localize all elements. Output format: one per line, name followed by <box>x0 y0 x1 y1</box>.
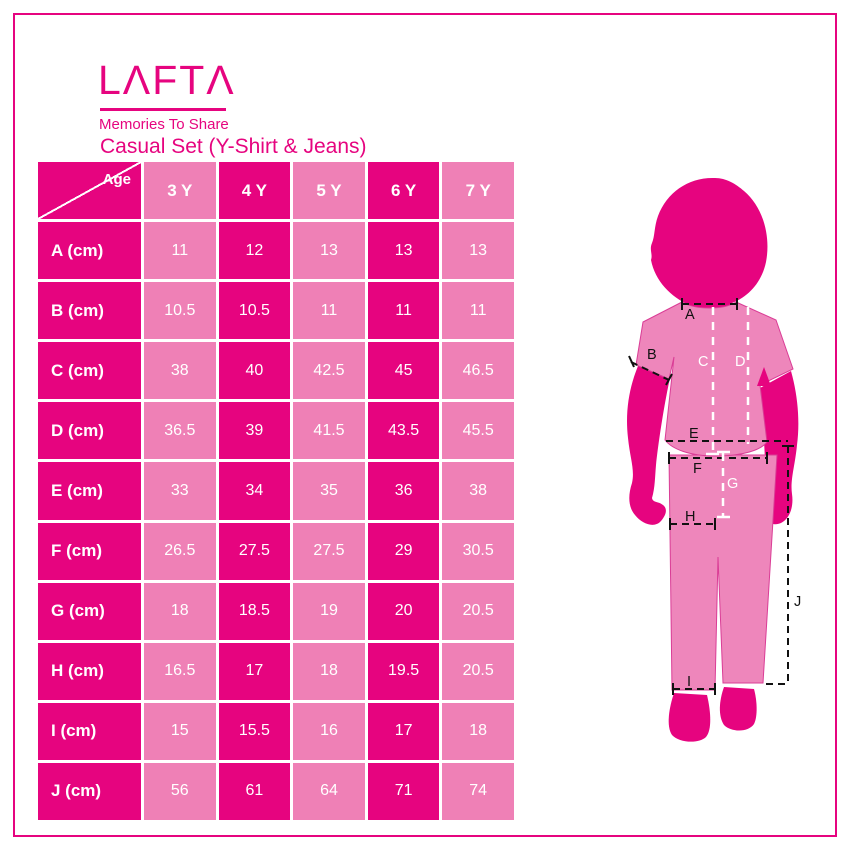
row-label-f: F (cm) <box>38 522 141 580</box>
figure-label-b: B <box>647 347 657 363</box>
figure-label-h: H <box>685 509 695 525</box>
size-value-cell: 11 <box>144 222 216 280</box>
size-value-cell: 29 <box>367 522 440 580</box>
page-title: Casual Set (Y-Shirt & Jeans) <box>100 135 367 158</box>
measure-tick-i <box>672 683 716 695</box>
size-value-cell: 64 <box>293 762 365 820</box>
size-value-cell: 39 <box>218 402 291 460</box>
column-header-6y: 6 Y <box>367 162 440 220</box>
row-label-a: A (cm) <box>38 222 141 280</box>
size-value-cell: 45 <box>367 342 440 400</box>
measure-tick-h <box>669 518 716 530</box>
size-value-cell: 38 <box>144 342 216 400</box>
size-value-cell: 27.5 <box>218 522 291 580</box>
size-value-cell: 10.5 <box>218 282 291 340</box>
row-label-i: I (cm) <box>38 702 141 760</box>
size-value-cell: 36.5 <box>144 402 216 460</box>
size-value-cell: 27.5 <box>293 522 365 580</box>
size-value-cell: 19.5 <box>367 642 440 700</box>
size-value-cell: 15 <box>144 702 216 760</box>
figure-label-f: F <box>693 461 702 477</box>
figure-label-d: D <box>735 354 745 370</box>
size-value-cell: 20 <box>367 582 440 640</box>
size-value-cell: 20.5 <box>442 642 514 700</box>
figure-label-e: E <box>689 426 699 442</box>
size-value-cell: 12 <box>218 222 291 280</box>
row-label-c: C (cm) <box>38 342 141 400</box>
age-corner-label: Age <box>102 171 131 188</box>
size-value-cell: 13 <box>442 222 514 280</box>
size-value-cell: 11 <box>442 282 514 340</box>
row-label-j: J (cm) <box>38 762 141 820</box>
size-value-cell: 17 <box>367 702 440 760</box>
size-value-cell: 16 <box>293 702 365 760</box>
measure-line-j <box>766 446 789 685</box>
size-value-cell: 16.5 <box>144 642 216 700</box>
size-value-cell: 45.5 <box>442 402 514 460</box>
size-value-cell: 13 <box>293 222 365 280</box>
measure-tick-a <box>681 298 738 310</box>
size-value-cell: 15.5 <box>218 702 291 760</box>
measurement-figure: A B C D E F G H I J <box>627 177 801 742</box>
row-label-g: G (cm) <box>38 582 141 640</box>
figure-label-i: I <box>687 674 691 690</box>
size-value-cell: 71 <box>367 762 440 820</box>
size-value-cell: 18 <box>293 642 365 700</box>
size-value-cell: 18 <box>442 702 514 760</box>
right-sleeve-notch <box>757 367 771 386</box>
size-value-cell: 20.5 <box>442 582 514 640</box>
figure-label-g: G <box>727 476 738 492</box>
size-value-cell: 36 <box>367 462 440 520</box>
figure-label-j: J <box>794 594 801 610</box>
column-header-5y: 5 Y <box>293 162 365 220</box>
child-right-foot <box>719 687 757 731</box>
size-value-cell: 11 <box>367 282 440 340</box>
column-header-4y: 4 Y <box>218 162 291 220</box>
child-left-arm <box>627 366 670 525</box>
column-header-7y: 7 Y <box>442 162 514 220</box>
size-value-cell: 43.5 <box>367 402 440 460</box>
brand-logo: LΛFTΛ <box>98 57 236 103</box>
row-label-b: B (cm) <box>38 282 141 340</box>
size-value-cell: 18.5 <box>218 582 291 640</box>
size-value-cell: 35 <box>293 462 365 520</box>
size-value-cell: 10.5 <box>144 282 216 340</box>
size-value-cell: 46.5 <box>442 342 514 400</box>
row-label-h: H (cm) <box>38 642 141 700</box>
figure-label-a: A <box>685 307 695 323</box>
size-value-cell: 34 <box>218 462 291 520</box>
row-label-e: E (cm) <box>38 462 141 520</box>
size-value-cell: 11 <box>293 282 365 340</box>
size-value-cell: 33 <box>144 462 216 520</box>
size-value-cell: 26.5 <box>144 522 216 580</box>
child-left-foot <box>668 693 711 742</box>
size-value-cell: 74 <box>442 762 514 820</box>
logo-underline <box>100 108 226 111</box>
size-value-cell: 19 <box>293 582 365 640</box>
size-value-cell: 56 <box>144 762 216 820</box>
child-head <box>650 177 768 310</box>
size-value-cell: 38 <box>442 462 514 520</box>
size-value-cell: 41.5 <box>293 402 365 460</box>
measure-tick-g <box>717 450 730 519</box>
size-value-cell: 18 <box>144 582 216 640</box>
size-value-cell: 17 <box>218 642 291 700</box>
row-label-d: D (cm) <box>38 402 141 460</box>
size-value-cell: 40 <box>218 342 291 400</box>
size-value-cell: 61 <box>218 762 291 820</box>
size-value-cell: 42.5 <box>293 342 365 400</box>
size-value-cell: 30.5 <box>442 522 514 580</box>
column-header-3y: 3 Y <box>144 162 216 220</box>
table-corner-cell: Age <box>38 162 141 220</box>
figure-label-c: C <box>698 354 708 370</box>
brand-tagline: Memories To Share <box>99 116 229 133</box>
size-value-cell: 13 <box>367 222 440 280</box>
measure-tick-f <box>668 452 768 464</box>
measure-tick-b <box>628 355 673 386</box>
